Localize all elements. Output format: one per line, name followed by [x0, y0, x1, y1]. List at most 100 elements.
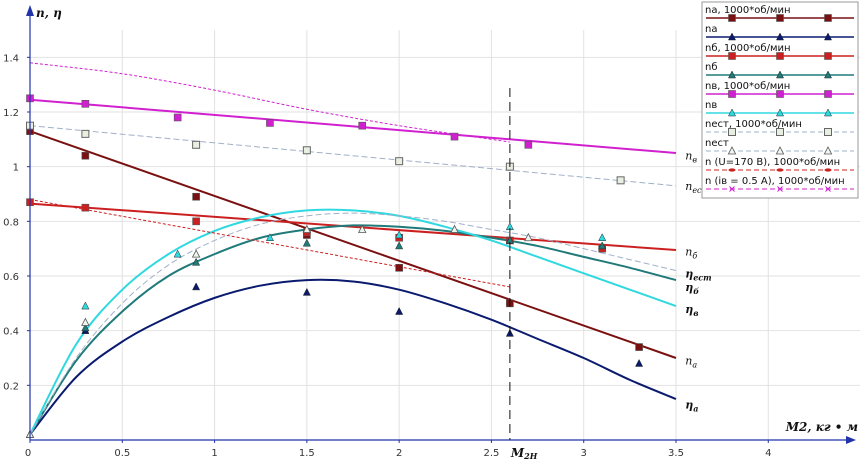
y-tick-label: 1.2: [3, 108, 19, 119]
y-tick-label: 1: [13, 163, 19, 174]
legend-swatch-marker: [727, 70, 737, 79]
legend-label: nб: [705, 62, 718, 73]
data-point-nб: [302, 238, 311, 247]
x-tick-label: 1: [211, 448, 217, 459]
legend-label: nб, 1000*об/мин: [705, 43, 791, 54]
data-point-nв-1000-об-мин: [524, 141, 533, 149]
legend-swatch-marker: [775, 70, 785, 79]
data-point-nв-1000-об-мин: [173, 113, 182, 122]
legend-swatch-marker: [776, 52, 784, 60]
legend-label: nв: [705, 100, 717, 111]
x-tick-label: 0: [25, 448, 31, 459]
data-point-nа: [192, 282, 201, 291]
legend-swatch-marker: [775, 108, 785, 117]
curve-label-б: ηб: [685, 281, 699, 296]
data-point-nа-1000-об-мин: [192, 192, 200, 201]
legend-swatch-marker: [728, 14, 736, 22]
data-point-nест-1000-об-мин: [192, 140, 201, 149]
legend-swatch-marker: [823, 32, 833, 41]
legend-swatch-marker: [728, 128, 736, 136]
curve-label-nв: nв: [685, 150, 697, 165]
legend-label: nест, 1000*об/мин: [705, 119, 802, 130]
legend-swatch-marker: [824, 14, 832, 22]
legend-swatch-marker: [824, 128, 832, 136]
marker-label-bg: [507, 446, 544, 460]
legend-label: nа: [705, 24, 717, 35]
data-point-nб-1000-об-мин: [192, 217, 200, 226]
data-point-nест: [302, 224, 312, 233]
legend-swatch-marker: [776, 168, 784, 172]
legend-swatch-marker: [823, 70, 833, 79]
data-point-nб-1000-об-мин: [81, 203, 90, 212]
x-axis-arrow-icon: [846, 436, 856, 444]
legend-swatch-marker: [728, 52, 736, 60]
legend-swatch-marker: [727, 146, 737, 155]
curve-label-в: ηв: [685, 303, 698, 318]
tick-labels: 0 0.5 1 1.5 2 2.5 3 3.5 4 0.2 0.4 0.6 0.8 1 1.2 1.4 M2H n…: [3, 6, 858, 461]
curve-label-nб: nб: [685, 245, 697, 260]
curve-label-nест: nест: [685, 180, 709, 195]
data-point-nест: [81, 317, 90, 326]
series-lines: [29, 62, 677, 436]
legend-swatch-marker: [776, 128, 784, 136]
legend-swatch-marker: [775, 32, 785, 41]
x-axis-title: M2, кг • м: [785, 420, 858, 434]
legend-swatch-marker: [776, 14, 784, 22]
curve-label-а: ηа: [685, 398, 698, 413]
data-point-nест: [191, 249, 201, 258]
series-line-nест-1000-об-мин: [29, 125, 677, 187]
data-point-nб: [81, 323, 90, 332]
legend-swatch-marker: [777, 186, 783, 192]
legend-label: nа, 1000*об/мин: [705, 5, 791, 16]
y-tick-label: 0.4: [3, 327, 19, 338]
data-point-nест-1000-об-мин: [302, 146, 311, 155]
legend-label: n (iв = 0.5 А), 1000*об/мин: [705, 176, 845, 187]
y-tick-label: 0.8: [3, 217, 19, 228]
series-line-n-iв-0-5-а-1000-об-мин: [29, 62, 510, 143]
data-point-nа-1000-об-мин: [395, 263, 403, 272]
data-point-nест: [524, 232, 533, 242]
series-line-nб-1000-об-мин: [29, 202, 677, 252]
series-line-nа: [29, 278, 677, 436]
data-point-nа-1000-об-мин: [81, 151, 90, 160]
legend-swatch-marker: [729, 186, 735, 192]
legend-swatch-marker: [775, 146, 785, 155]
series-line-nв-1000-об-мин: [29, 98, 677, 154]
legend-label: nест: [705, 138, 729, 149]
data-point-nб: [395, 241, 404, 250]
legend-swatch-marker: [727, 32, 737, 41]
data-point-nа: [395, 306, 404, 315]
legend-swatch-marker: [824, 90, 832, 98]
y-tick-label: 0.2: [3, 381, 19, 392]
data-point-nб: [192, 257, 201, 266]
legend-swatch-marker: [825, 186, 831, 192]
data-point-nв-1000-об-мин: [266, 119, 274, 127]
axes: [26, 5, 856, 444]
x-tick-label: 2: [396, 448, 402, 459]
data-point-nв: [173, 249, 182, 258]
data-point-nа: [635, 358, 644, 367]
legend-swatch-marker: [728, 90, 736, 98]
legend: nа, 1000*об/мин nа nб, 1000*об/мин nб nв, 10…: [701, 1, 859, 199]
data-point-nест-1000-об-мин: [616, 176, 625, 185]
data-point-nв-1000-об-мин: [81, 100, 90, 108]
x-tick-label: 4: [765, 448, 771, 459]
data-point-nв: [265, 233, 274, 241]
y-axis-arrow-icon: [26, 5, 34, 16]
data-point-nб: [598, 241, 607, 250]
legend-label: nв, 1000*об/мин: [705, 81, 790, 92]
x-tick-label: 3: [581, 448, 587, 459]
data-point-nест: [450, 224, 459, 233]
series-points: [25, 94, 644, 438]
curve-label-ест: ηест: [685, 267, 711, 282]
x-tick-label: 1.5: [299, 448, 315, 459]
x-tick-label: 2.5: [483, 448, 499, 459]
series-line-nв: [29, 208, 677, 435]
series-line-nб: [29, 224, 677, 436]
data-point-nест: [357, 224, 367, 233]
y-axis-title: n, η: [36, 6, 62, 20]
marker-label: M2H: [510, 446, 538, 461]
legend-label: n (U=170 В), 1000*об/мин: [705, 157, 840, 168]
